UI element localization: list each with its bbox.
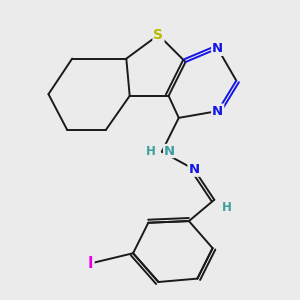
Text: N: N bbox=[164, 145, 175, 158]
Text: H: H bbox=[222, 201, 232, 214]
Text: N: N bbox=[212, 42, 223, 55]
Text: S: S bbox=[154, 28, 164, 42]
Text: H: H bbox=[146, 145, 156, 158]
Text: N: N bbox=[188, 163, 200, 176]
Text: N: N bbox=[212, 105, 223, 118]
Text: I: I bbox=[88, 256, 94, 271]
